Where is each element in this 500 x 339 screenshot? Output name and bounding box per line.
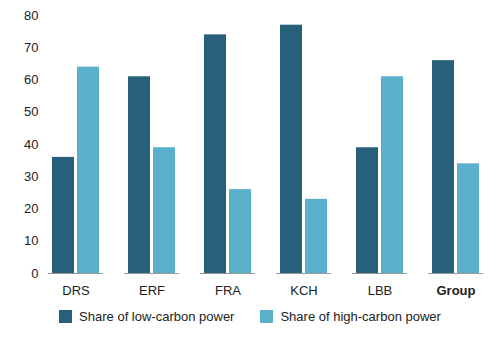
- svg-text:ERF: ERF: [139, 283, 165, 298]
- svg-text:80: 80: [24, 8, 38, 23]
- svg-text:KCH: KCH: [290, 283, 317, 298]
- svg-text:20: 20: [24, 201, 38, 216]
- svg-text:DRS: DRS: [62, 283, 90, 298]
- svg-text:70: 70: [24, 40, 38, 55]
- svg-text:0: 0: [31, 266, 38, 281]
- svg-text:FRA: FRA: [215, 283, 241, 298]
- svg-text:Group: Group: [437, 283, 476, 298]
- html-text:Share of low-carbon power: Share of low-carbon power: [79, 309, 235, 324]
- svg-text:40: 40: [24, 137, 38, 152]
- svg-text:30: 30: [24, 169, 38, 184]
- svg-text:50: 50: [24, 104, 38, 119]
- html-text:Share of high-carbon power: Share of high-carbon power: [280, 309, 441, 324]
- svg-text:LBB: LBB: [368, 283, 393, 298]
- svg-text:60: 60: [24, 72, 38, 87]
- svg-text:10: 10: [24, 233, 38, 248]
